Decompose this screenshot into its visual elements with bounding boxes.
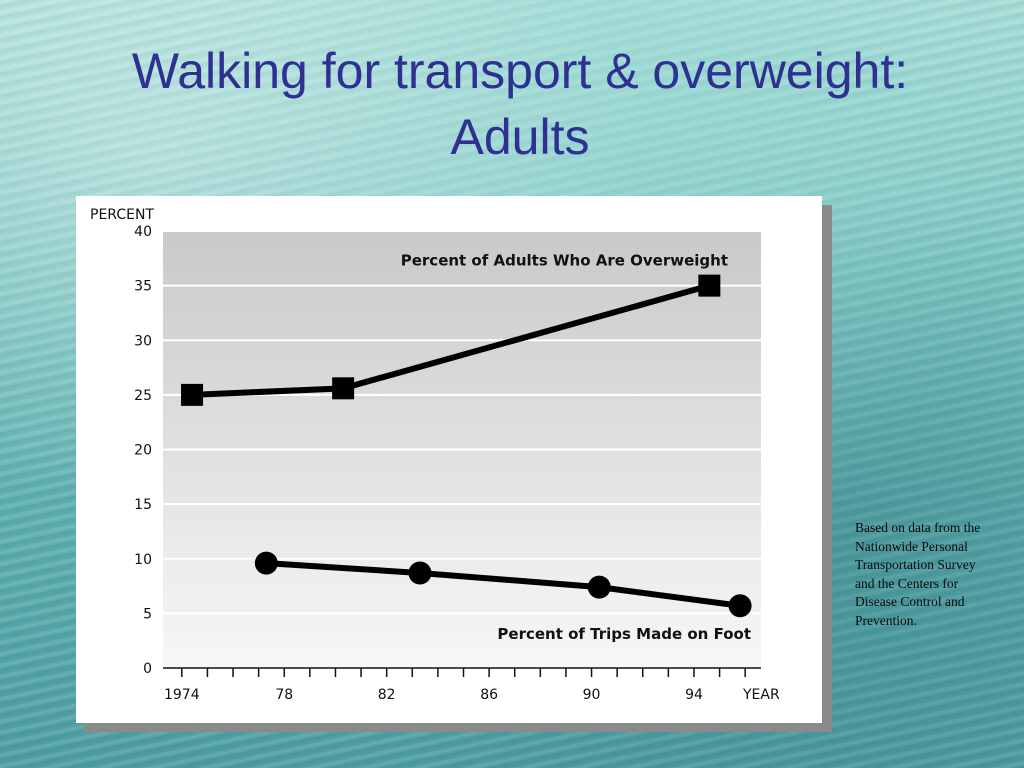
data-point-circle xyxy=(408,561,432,585)
line-chart: 0 5 10 15 20 25 30 35 40 1974 78 82 86 90 94 PERCENT Y… xyxy=(90,207,780,703)
slide-title-line2: Adults xyxy=(450,109,590,165)
data-point-square xyxy=(181,383,204,406)
y-tick-label: 40 xyxy=(134,224,152,240)
y-tick-label: 15 xyxy=(134,497,152,513)
y-tick-label: 35 xyxy=(134,279,152,295)
data-point-square xyxy=(698,274,721,297)
y-axis-label: PERCENT xyxy=(90,207,154,223)
y-tick-label: 10 xyxy=(134,552,152,568)
x-tick-label: 94 xyxy=(685,687,703,703)
x-axis-label: YEAR xyxy=(742,687,780,703)
y-tick-label: 5 xyxy=(143,606,152,622)
series-label-trips-on-foot: Percent of Trips Made on Foot xyxy=(497,625,751,643)
x-tick-label: 1974 xyxy=(164,687,200,703)
x-tick-label: 86 xyxy=(480,687,498,703)
y-tick-label: 0 xyxy=(143,661,152,677)
series-line-trips-on-foot xyxy=(266,560,741,609)
data-point-circle xyxy=(254,551,278,575)
series-layer xyxy=(181,274,752,618)
x-tick-label: 82 xyxy=(378,687,396,703)
series-label-overweight: Percent of Adults Who Are Overweight xyxy=(401,251,728,269)
data-point-circle xyxy=(728,594,752,618)
y-tick-label: 20 xyxy=(134,443,152,459)
slide-title: Walking for transport & overweight: Adul… xyxy=(0,38,1024,170)
source-note: Based on data from the Nationwide Person… xyxy=(855,520,981,628)
slide-title-line1: Walking for transport & overweight: xyxy=(131,43,909,99)
data-point-circle xyxy=(587,575,611,599)
y-tick-label: 30 xyxy=(134,333,152,349)
data-point-square xyxy=(332,377,355,400)
y-tick-label: 25 xyxy=(134,388,152,404)
x-tick-label: 90 xyxy=(583,687,601,703)
x-tick-label: 78 xyxy=(275,687,293,703)
axes: 0 5 10 15 20 25 30 35 40 1974 78 82 86 90 94 xyxy=(134,224,761,703)
